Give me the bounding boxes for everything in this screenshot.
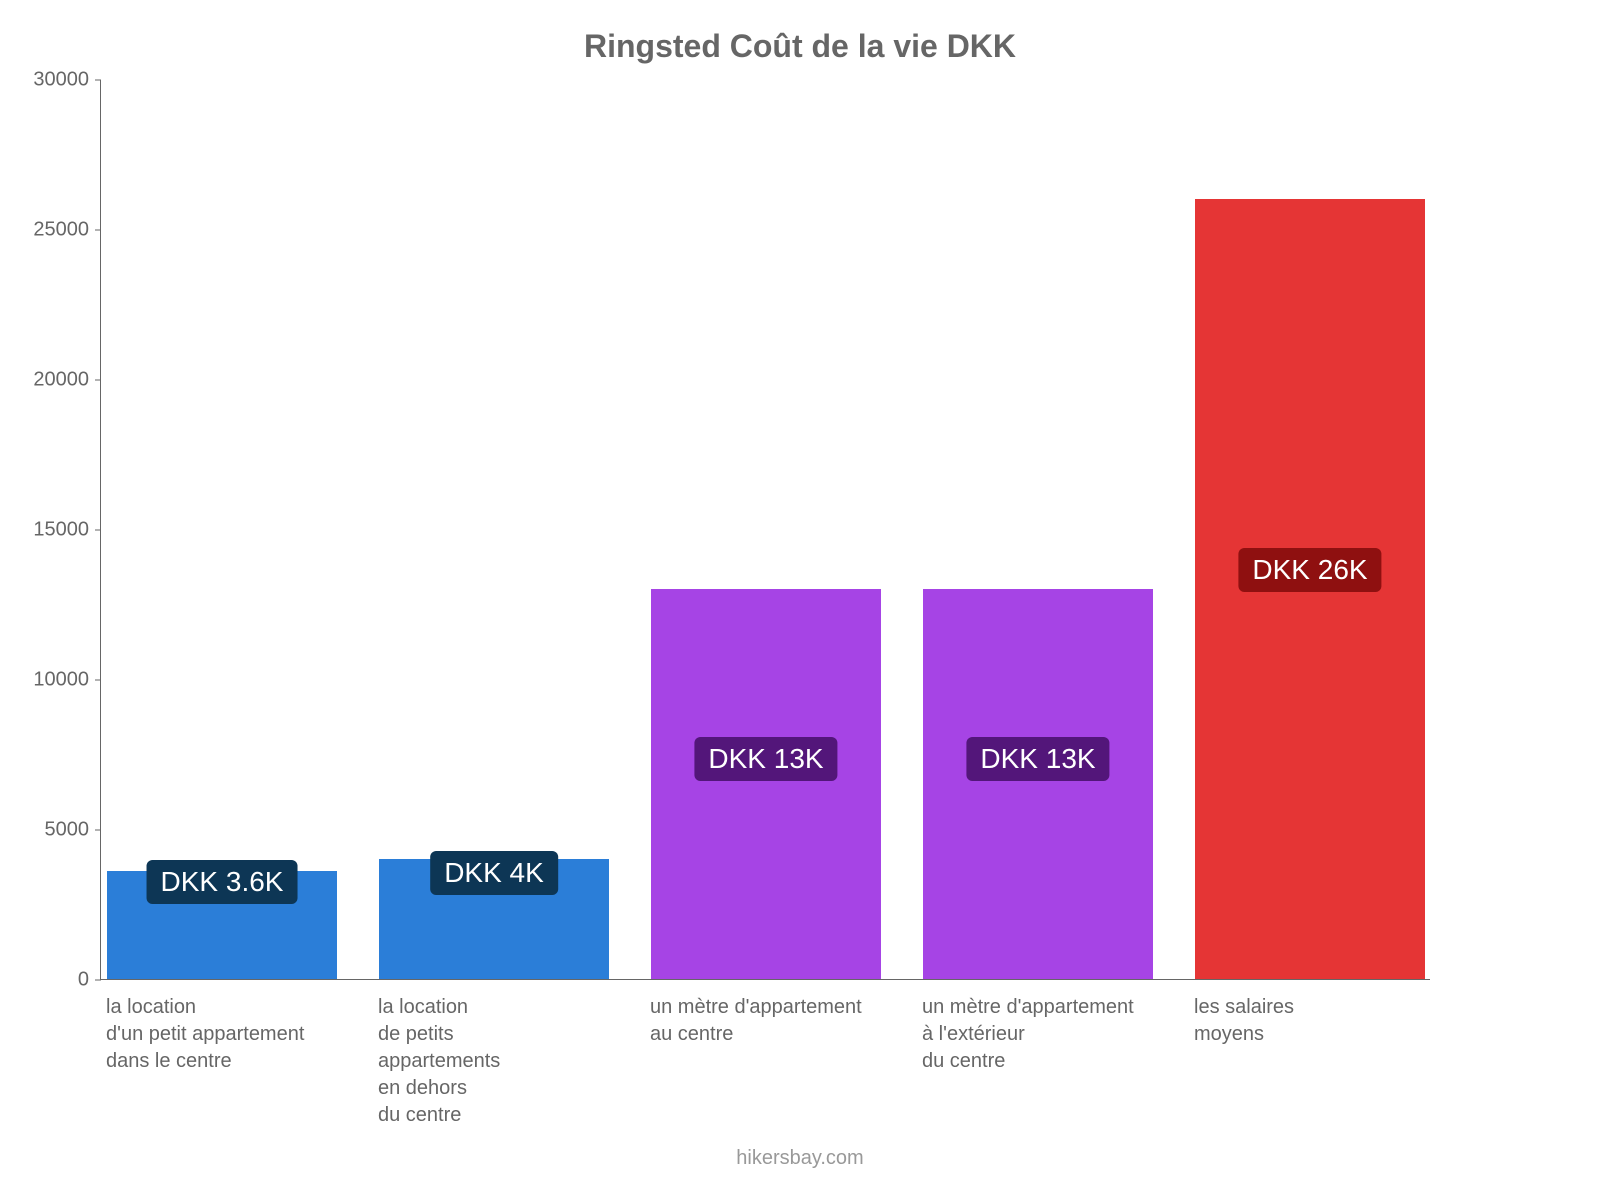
y-tick-mark	[95, 680, 101, 681]
y-tick-label: 25000	[33, 219, 89, 242]
bar-value-label: DKK 13K	[966, 737, 1109, 781]
y-tick-mark	[95, 980, 101, 981]
x-category-label: un mètre d'appartementà l'extérieurdu ce…	[922, 994, 1194, 1075]
plot-area: 050001000015000200002500030000DKK 3.6KDK…	[100, 80, 1430, 980]
x-category-label: les salairesmoyens	[1194, 994, 1466, 1048]
y-tick-label: 10000	[33, 669, 89, 692]
x-category-label: la locationde petitsappartementsen dehor…	[378, 994, 650, 1129]
bar-value-label: DKK 3.6K	[147, 860, 298, 904]
x-category-label: la locationd'un petit appartementdans le…	[106, 994, 378, 1075]
bar	[651, 589, 881, 979]
y-tick-label: 30000	[33, 69, 89, 92]
y-tick-mark	[95, 80, 101, 81]
bar-value-label: DKK 26K	[1238, 548, 1381, 592]
y-tick-label: 20000	[33, 369, 89, 392]
y-tick-label: 0	[78, 969, 89, 992]
footer-credit: hikersbay.com	[0, 1147, 1600, 1170]
y-tick-mark	[95, 530, 101, 531]
y-tick-label: 5000	[45, 819, 90, 842]
chart-title: Ringsted Coût de la vie DKK	[0, 28, 1600, 65]
y-tick-mark	[95, 830, 101, 831]
bar-value-label: DKK 4K	[430, 851, 558, 895]
bar	[923, 589, 1153, 979]
chart-container: Ringsted Coût de la vie DKK 050001000015…	[0, 0, 1600, 1200]
y-tick-mark	[95, 380, 101, 381]
y-tick-mark	[95, 230, 101, 231]
bar-value-label: DKK 13K	[694, 737, 837, 781]
x-category-label: un mètre d'appartementau centre	[650, 994, 922, 1048]
y-tick-label: 15000	[33, 519, 89, 542]
